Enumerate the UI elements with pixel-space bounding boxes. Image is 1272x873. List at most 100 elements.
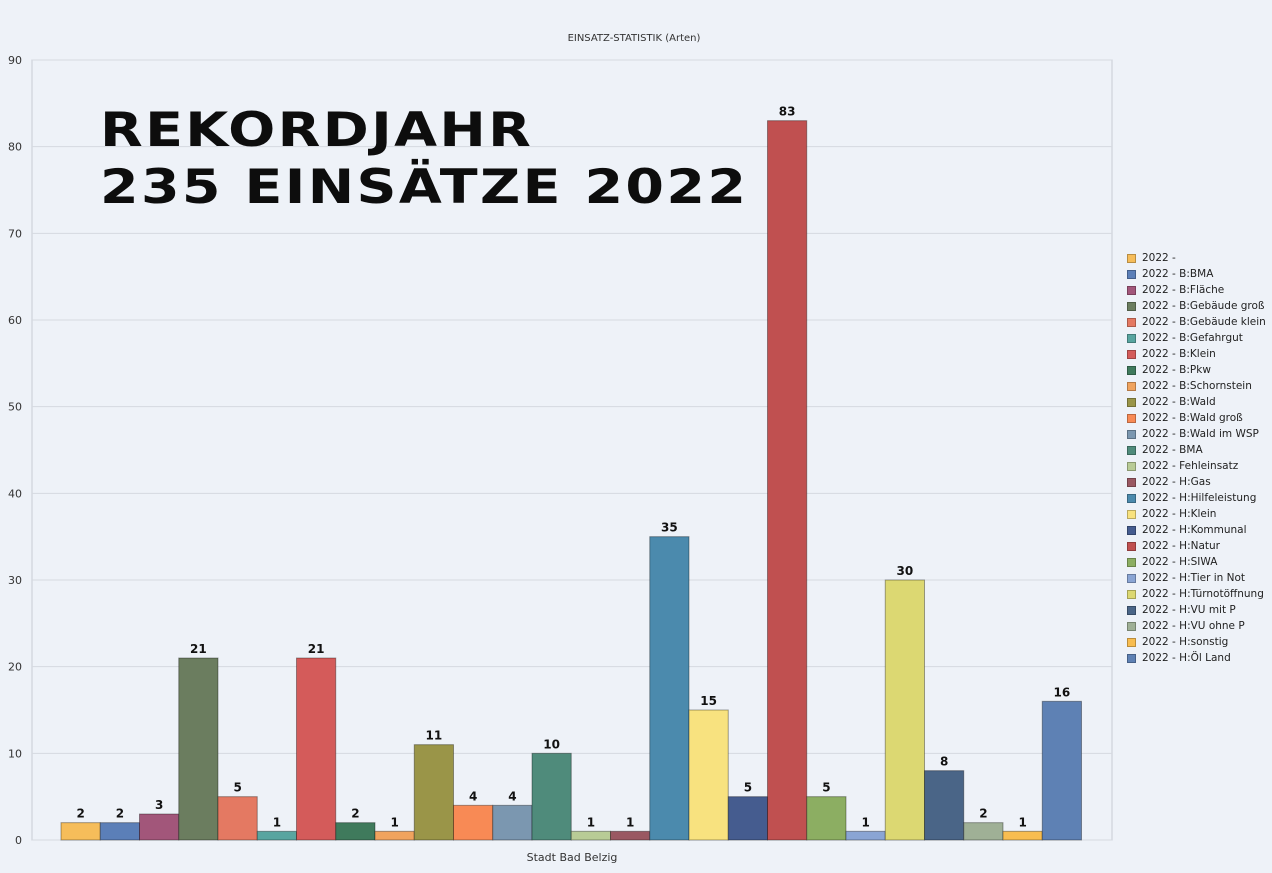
bar-value-label: 1 bbox=[861, 815, 869, 829]
legend-label: 2022 - B:Wald im WSP bbox=[1142, 428, 1259, 440]
legend-swatch bbox=[1127, 493, 1136, 503]
legend-swatch bbox=[1127, 525, 1136, 535]
legend-label: 2022 - H:sonstig bbox=[1142, 636, 1229, 648]
legend-label: 2022 - H:VU ohne P bbox=[1142, 620, 1245, 632]
bar bbox=[767, 120, 808, 841]
bar bbox=[806, 796, 847, 841]
legend-swatch bbox=[1127, 301, 1136, 311]
legend-swatch bbox=[1127, 285, 1136, 295]
bar-value-label: 1 bbox=[1018, 815, 1026, 829]
legend-item: 2022 - B:Pkw bbox=[1127, 362, 1266, 378]
legend-item: 2022 - H:Natur bbox=[1127, 538, 1266, 554]
legend-item: 2022 - B:BMA bbox=[1127, 266, 1266, 282]
legend-label: 2022 - B:Gebäude groß bbox=[1142, 300, 1265, 312]
legend-item: 2022 - B:Fläche bbox=[1127, 282, 1266, 298]
legend-item: 2022 - H:SIWA bbox=[1127, 554, 1266, 570]
legend-swatch bbox=[1127, 413, 1136, 423]
y-tick-label: 70 bbox=[8, 227, 22, 240]
legend-item: 2022 - H:VU mit P bbox=[1127, 602, 1266, 618]
headline-line-2: 235 EINSÄTZE 2022 bbox=[100, 160, 749, 215]
legend-swatch bbox=[1127, 589, 1136, 599]
bar-value-label: 21 bbox=[308, 642, 325, 656]
y-tick-label: 80 bbox=[8, 141, 22, 154]
legend-item: 2022 - H:sonstig bbox=[1127, 634, 1266, 650]
y-tick-label: 30 bbox=[8, 574, 22, 587]
legend-swatch bbox=[1127, 637, 1136, 647]
legend-label: 2022 - B:Klein bbox=[1142, 348, 1216, 360]
y-tick-label: 50 bbox=[8, 401, 22, 414]
bar-value-label: 4 bbox=[469, 789, 477, 803]
bar-value-label: 2 bbox=[351, 807, 359, 821]
legend-label: 2022 - H:Gas bbox=[1142, 476, 1211, 488]
legend-label: 2022 - B:Schornstein bbox=[1142, 380, 1252, 392]
bar-value-label: 1 bbox=[273, 815, 281, 829]
bar-value-label: 35 bbox=[661, 521, 678, 535]
legend-item: 2022 - H:Hilfeleistung bbox=[1127, 490, 1266, 506]
bar-value-label: 5 bbox=[822, 781, 830, 795]
legend-swatch bbox=[1127, 557, 1136, 567]
bar bbox=[727, 796, 768, 841]
legend-swatch bbox=[1127, 349, 1136, 359]
legend-label: 2022 - B:Wald groß bbox=[1142, 412, 1243, 424]
bar bbox=[570, 830, 611, 841]
legend-item: 2022 - B:Gefahrgut bbox=[1127, 330, 1266, 346]
legend-label: 2022 - H:Türnotöffnung bbox=[1142, 588, 1264, 600]
legend-label: 2022 - H:Kommunal bbox=[1142, 524, 1247, 536]
legend-label: 2022 - H:Tier in Not bbox=[1142, 572, 1246, 584]
legend-item: 2022 - B:Wald im WSP bbox=[1127, 426, 1266, 442]
bar-value-label: 5 bbox=[233, 781, 241, 795]
bar bbox=[60, 822, 101, 841]
legend-swatch bbox=[1127, 333, 1136, 343]
legend-swatch bbox=[1127, 573, 1136, 583]
bar-value-label: 30 bbox=[897, 564, 914, 578]
legend-label: 2022 - bbox=[1142, 252, 1176, 264]
headline: REKORDJAHR 235 EINSÄTZE 2022 bbox=[100, 102, 748, 216]
bar bbox=[217, 796, 258, 841]
legend-label: 2022 - H:Natur bbox=[1142, 540, 1220, 552]
bar-value-label: 2 bbox=[979, 807, 987, 821]
legend-label: 2022 - H:VU mit P bbox=[1142, 604, 1236, 616]
bar-value-label: 10 bbox=[543, 737, 560, 751]
bar bbox=[296, 657, 337, 841]
legend-label: 2022 - B:BMA bbox=[1142, 268, 1214, 280]
bar-value-label: 2 bbox=[76, 807, 84, 821]
bar bbox=[963, 822, 1004, 841]
y-axis: 0 10 20 30 40 50 60 70 80 90 bbox=[8, 54, 22, 847]
legend-item: 2022 - B:Gebäude groß bbox=[1127, 298, 1266, 314]
bar bbox=[688, 709, 729, 841]
bar-value-label: 16 bbox=[1054, 685, 1071, 699]
legend-label: 2022 - B:Wald bbox=[1142, 396, 1216, 408]
legend: 2022 - 2022 - B:BMA 2022 - B:Fläche 2022 - … bbox=[1127, 250, 1266, 666]
bar-value-label: 2 bbox=[116, 807, 124, 821]
legend-item: 2022 - H:Klein bbox=[1127, 506, 1266, 522]
legend-swatch bbox=[1127, 317, 1136, 327]
bar-value-label: 15 bbox=[700, 694, 717, 708]
legend-swatch bbox=[1127, 541, 1136, 551]
legend-swatch bbox=[1127, 445, 1136, 455]
legend-item: 2022 - B:Wald groß bbox=[1127, 410, 1266, 426]
legend-item: 2022 - H:Kommunal bbox=[1127, 522, 1266, 538]
y-tick-label: 10 bbox=[8, 747, 22, 760]
y-tick-label: 90 bbox=[8, 54, 22, 67]
y-tick-label: 20 bbox=[8, 661, 22, 674]
legend-item: 2022 - H:Türnotöffnung bbox=[1127, 586, 1266, 602]
legend-swatch bbox=[1127, 461, 1136, 471]
legend-item: 2022 - Fehleinsatz bbox=[1127, 458, 1266, 474]
legend-swatch bbox=[1127, 429, 1136, 439]
bar bbox=[1002, 830, 1043, 841]
legend-label: 2022 - H:Klein bbox=[1142, 508, 1217, 520]
bar bbox=[610, 830, 651, 841]
legend-label: 2022 - Fehleinsatz bbox=[1142, 460, 1239, 472]
legend-item: 2022 - H:Gas bbox=[1127, 474, 1266, 490]
legend-swatch bbox=[1127, 621, 1136, 631]
bar bbox=[178, 657, 219, 841]
x-axis-label: Stadt Bad Belzig bbox=[527, 851, 618, 864]
legend-item: 2022 - H:VU ohne P bbox=[1127, 618, 1266, 634]
legend-swatch bbox=[1127, 653, 1136, 663]
legend-swatch bbox=[1127, 269, 1136, 279]
bar bbox=[492, 804, 533, 841]
bar-value-label: 1 bbox=[390, 815, 398, 829]
legend-item: 2022 - B:Klein bbox=[1127, 346, 1266, 362]
